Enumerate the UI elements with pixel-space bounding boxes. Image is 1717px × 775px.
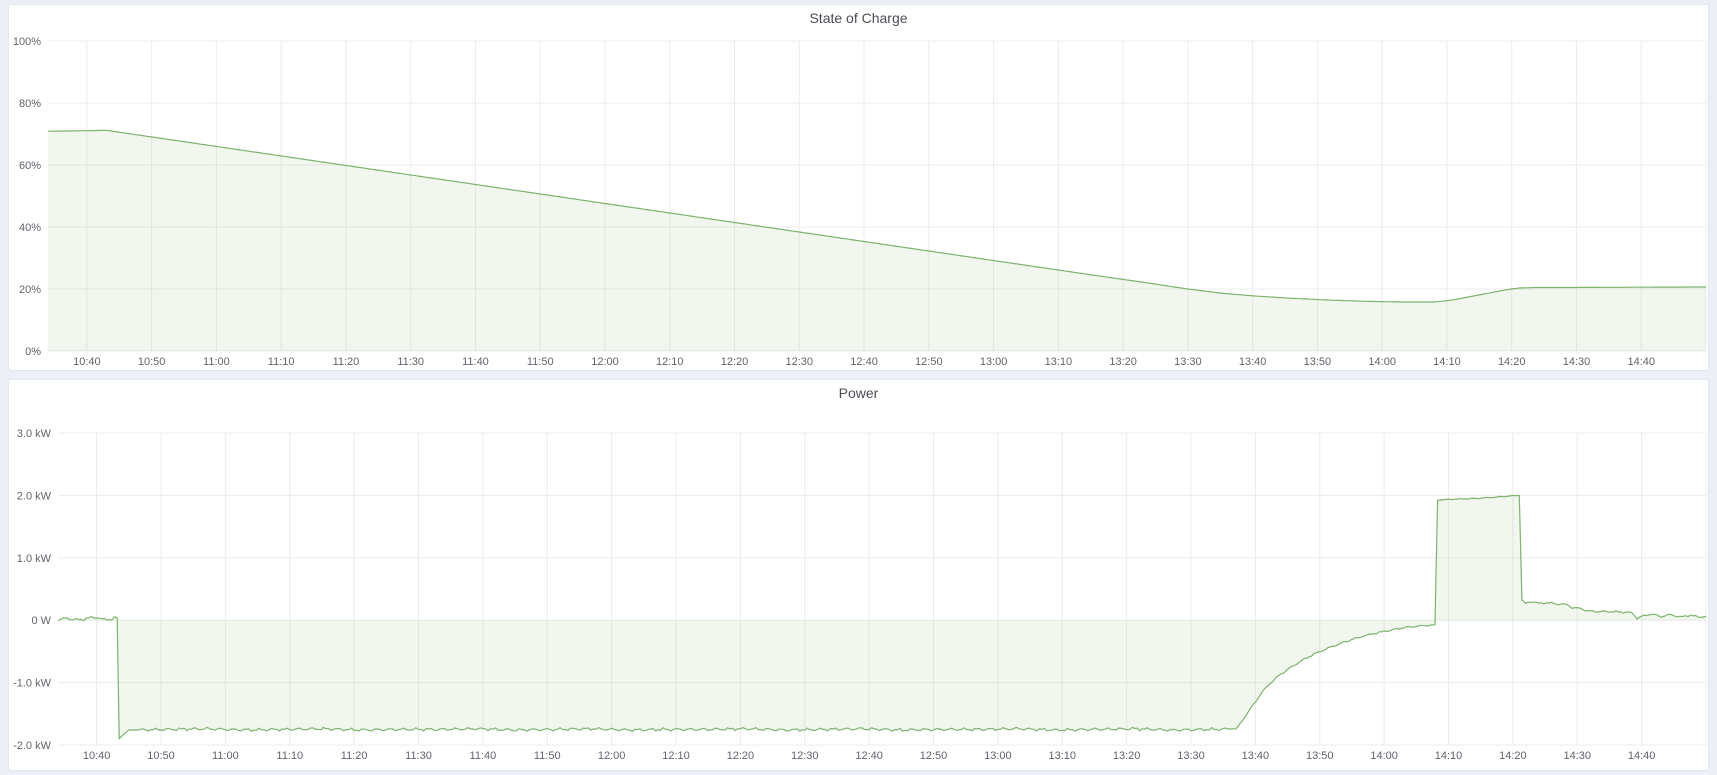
y-axis-tick-label: 0 W xyxy=(31,615,51,627)
y-axis-tick-label: 2.0 kW xyxy=(17,490,52,502)
panel-title-power[interactable]: Power xyxy=(838,385,879,401)
y-axis-tick-label: -1.0 kW xyxy=(13,678,52,690)
x-axis-tick-label: 12:30 xyxy=(786,356,814,368)
x-axis-tick-label: 13:20 xyxy=(1109,356,1137,368)
x-axis-tick-label: 14:10 xyxy=(1435,750,1463,762)
x-axis-tick-label: 13:20 xyxy=(1113,750,1141,762)
y-axis-tick-label: 3.0 kW xyxy=(17,428,52,440)
x-axis-tick-label: 11:10 xyxy=(268,356,295,368)
x-axis-tick-label: 10:50 xyxy=(138,356,166,368)
series-fill xyxy=(58,495,1706,739)
panel-title-state-of-charge[interactable]: State of Charge xyxy=(809,10,908,26)
x-axis-tick-label: 11:20 xyxy=(333,356,360,368)
series-fill xyxy=(48,130,1706,351)
x-axis-tick-label: 13:40 xyxy=(1239,356,1267,368)
x-axis-tick-label: 12:20 xyxy=(721,356,749,368)
x-axis-tick-label: 12:30 xyxy=(791,750,819,762)
x-axis-tick-label: 14:00 xyxy=(1370,750,1398,762)
y-axis-tick-label: 20% xyxy=(19,284,41,296)
x-axis-tick-label: 12:10 xyxy=(656,356,684,368)
x-axis-tick-label: 13:30 xyxy=(1174,356,1202,368)
x-axis-tick-label: 12:10 xyxy=(662,750,690,762)
x-axis-tick-label: 11:20 xyxy=(341,750,368,762)
x-axis-tick-label: 11:30 xyxy=(405,750,432,762)
y-axis-tick-label: 1.0 kW xyxy=(17,553,52,565)
x-axis-tick-label: 12:40 xyxy=(855,750,883,762)
y-axis-tick-label: -2.0 kW xyxy=(13,740,52,752)
x-axis-tick-label: 14:10 xyxy=(1433,356,1461,368)
x-axis-tick-label: 13:50 xyxy=(1304,356,1332,368)
x-axis-tick-label: 12:00 xyxy=(591,356,619,368)
y-axis-tick-label: 80% xyxy=(19,98,41,110)
x-axis-tick-label: 14:30 xyxy=(1563,356,1591,368)
x-axis-tick-label: 11:10 xyxy=(276,750,303,762)
x-axis-tick-label: 11:00 xyxy=(203,356,230,368)
x-axis-tick-label: 11:50 xyxy=(534,750,561,762)
x-axis-tick-label: 10:50 xyxy=(147,750,175,762)
x-axis-tick-label: 13:00 xyxy=(984,750,1012,762)
x-axis-tick-label: 13:10 xyxy=(1048,750,1076,762)
x-axis-tick-label: 11:40 xyxy=(462,356,489,368)
y-axis-tick-label: 60% xyxy=(19,160,41,172)
series-line xyxy=(48,129,1706,303)
x-axis-tick-label: 10:40 xyxy=(73,356,101,368)
x-axis-tick-label: 14:20 xyxy=(1499,750,1527,762)
x-axis-tick-label: 14:20 xyxy=(1498,356,1526,368)
x-axis-tick-label: 11:30 xyxy=(397,356,424,368)
panel-power: Power 3.0 kW 2.0 kW 1.0 kW 0 W -1.0 kW -2.0 k… xyxy=(8,379,1709,771)
x-axis-tick-label: 14:40 xyxy=(1628,750,1656,762)
x-axis-tick-label: 14:00 xyxy=(1368,356,1396,368)
y-axis-tick-label: 100% xyxy=(13,36,41,48)
x-axis-tick-label: 13:50 xyxy=(1306,750,1334,762)
x-axis-tick-label: 14:40 xyxy=(1627,356,1655,368)
state-of-charge-chart-plot[interactable]: 100% 80% 60% 40% 20% 0% 10:40 10:50 11:00 11:10 11… xyxy=(9,31,1708,370)
panel-state-of-charge: State of Charge 100% 80% 60% 40% 20% 0% 10:40 1… xyxy=(8,4,1709,371)
x-axis-tick-label: 11:00 xyxy=(212,750,239,762)
y-axis-tick-label: 40% xyxy=(19,222,41,234)
x-axis-tick-label: 12:00 xyxy=(598,750,626,762)
x-axis-tick-label: 11:50 xyxy=(527,356,554,368)
x-axis-tick-label: 10:40 xyxy=(83,750,111,762)
x-axis-tick-label: 12:50 xyxy=(915,356,943,368)
x-axis-tick-label: 13:40 xyxy=(1242,750,1270,762)
x-axis-tick-label: 12:50 xyxy=(920,750,948,762)
x-axis-tick-label: 12:20 xyxy=(727,750,755,762)
x-axis-tick-label: 13:00 xyxy=(980,356,1008,368)
x-axis-tick-label: 12:40 xyxy=(850,356,878,368)
x-axis-tick-label: 11:40 xyxy=(470,750,497,762)
x-axis-tick-label: 13:10 xyxy=(1045,356,1073,368)
power-chart-plot[interactable]: 3.0 kW 2.0 kW 1.0 kW 0 W -1.0 kW -2.0 kW 10:40… xyxy=(9,406,1708,770)
x-axis-tick-label: 14:30 xyxy=(1563,750,1591,762)
y-axis-tick-label: 0% xyxy=(25,346,41,358)
x-axis-tick-label: 13:30 xyxy=(1177,750,1205,762)
series-line xyxy=(57,494,1707,740)
